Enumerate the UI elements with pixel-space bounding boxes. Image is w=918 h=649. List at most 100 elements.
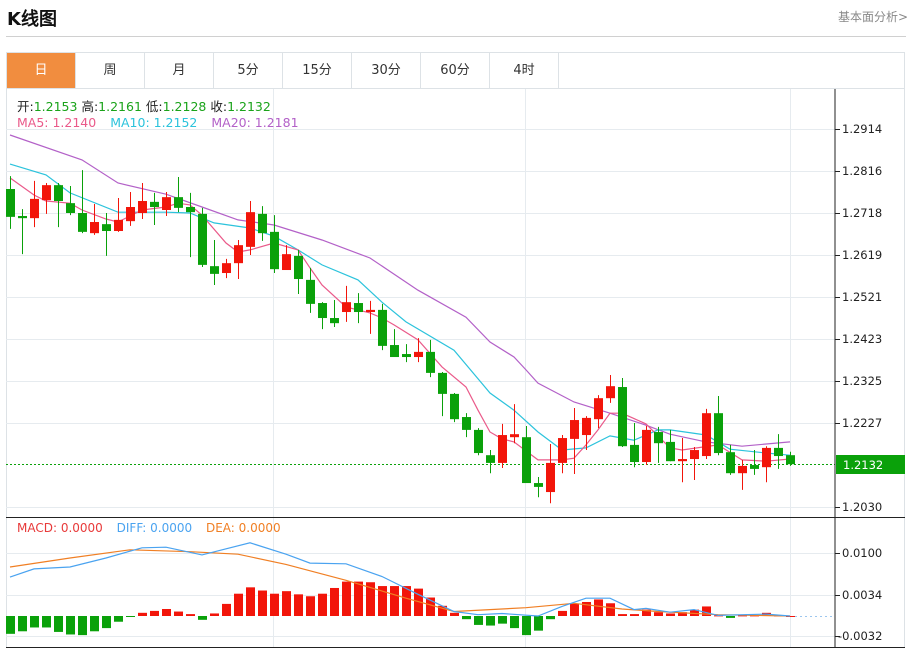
- macd-bar: [558, 610, 567, 616]
- tab-60min[interactable]: 60分: [421, 53, 490, 88]
- candle-down: [174, 197, 183, 208]
- candle-up: [702, 413, 711, 457]
- fundamental-analysis-link[interactable]: 基本面分析>: [837, 10, 908, 24]
- macd-bar: [666, 613, 675, 616]
- macd-bar: [270, 593, 279, 616]
- high-value: 1.2161: [98, 99, 142, 114]
- candle-down: [534, 483, 543, 487]
- macd-bar: [150, 610, 159, 616]
- candle-up: [414, 351, 423, 358]
- candle-up: [138, 201, 147, 214]
- macd-bar: [546, 616, 555, 620]
- candle-up: [606, 386, 615, 399]
- macd-bar: [618, 614, 627, 616]
- macd-bar: [642, 609, 651, 616]
- macd-bar: [594, 599, 603, 616]
- ma20-line: [9, 134, 791, 447]
- macd-bar: [354, 581, 363, 616]
- macd-bar: [654, 612, 663, 616]
- tab-30min[interactable]: 30分: [352, 53, 421, 88]
- macd-bar: [294, 594, 303, 616]
- tab-4hour[interactable]: 4时: [490, 53, 559, 88]
- macd-value: MACD: 0.0000: [17, 521, 103, 535]
- macd-legend: MACD: 0.0000 DIFF: 0.0000 DEA: 0.0000: [17, 521, 281, 535]
- candle-down: [630, 444, 639, 463]
- current-price-badge: [836, 455, 905, 474]
- candle-down: [786, 455, 795, 465]
- diff-value: DIFF: 0.0000: [116, 521, 193, 535]
- candle-down: [774, 447, 783, 457]
- grid-lines: [6, 89, 835, 647]
- candle-down: [66, 203, 75, 214]
- macd-bar: [678, 612, 687, 616]
- period-tabs: 日 周 月 5分 15分 30分 60分 4时: [7, 53, 559, 88]
- candle-down: [714, 413, 723, 454]
- candle-up: [582, 417, 591, 436]
- candle-down: [150, 201, 159, 208]
- macd-bar: [198, 616, 207, 620]
- close-value: 1.2132: [227, 99, 271, 114]
- candle-down: [450, 393, 459, 420]
- candles: [6, 170, 795, 504]
- candle-up: [30, 198, 39, 219]
- macd-bar: [126, 616, 135, 617]
- candle-up: [366, 309, 375, 313]
- candle-up: [738, 465, 747, 474]
- macd-bar: [18, 616, 27, 632]
- candle-down: [78, 213, 87, 232]
- open-label: 开:: [17, 99, 34, 114]
- candle-down: [210, 266, 219, 274]
- candle-down: [54, 185, 63, 202]
- price-tick: 1.2030: [842, 500, 882, 514]
- candle-down: [6, 189, 15, 217]
- macd-bar: [342, 581, 351, 616]
- macd-bar: [414, 588, 423, 616]
- macd-tick: -0.0032: [838, 629, 882, 643]
- candle-down: [426, 351, 435, 373]
- candle-down: [486, 455, 495, 463]
- price-tick: 1.2227: [842, 416, 882, 430]
- ohlc-legend: 开:1.2153 高:1.2161 低:1.2128 收:1.2132: [17, 96, 271, 115]
- tab-15min[interactable]: 15分: [283, 53, 352, 88]
- ma-legend: MA5: 1.2140 MA10: 1.2152 MA20: 1.2181: [17, 115, 299, 130]
- price-tick: 1.2325: [842, 374, 882, 388]
- macd-bar: [486, 616, 495, 626]
- open-value: 1.2153: [33, 99, 78, 114]
- ma10-line: [9, 163, 791, 456]
- ma10-value: MA10: 1.2152: [110, 115, 198, 130]
- macd-bar: [222, 603, 231, 616]
- dea-line: [9, 549, 791, 617]
- tab-week[interactable]: 周: [76, 53, 145, 88]
- candle-down: [618, 387, 627, 447]
- candle-down: [438, 372, 447, 394]
- macd-bar: [90, 616, 99, 632]
- candle-down: [474, 429, 483, 454]
- macd-bar: [426, 597, 435, 616]
- tab-5min[interactable]: 5分: [214, 53, 283, 88]
- tab-day[interactable]: 日: [7, 53, 76, 88]
- tab-month[interactable]: 月: [145, 53, 214, 88]
- candle-up: [678, 459, 687, 462]
- candle-down: [102, 224, 111, 232]
- close-label: 收:: [210, 99, 228, 114]
- candle-up: [762, 447, 771, 468]
- macd-bar: [366, 582, 375, 616]
- macd-bar: [630, 614, 639, 616]
- macd-bar: [102, 616, 111, 629]
- candle-down: [294, 255, 303, 280]
- low-value: 1.2128: [162, 99, 207, 114]
- ma20-value: MA20: 1.2181: [211, 115, 299, 130]
- price-tick: 1.2423: [842, 332, 882, 346]
- candle-up: [114, 219, 123, 232]
- high-label: 高:: [81, 99, 99, 114]
- macd-bar: [570, 603, 579, 616]
- macd-tick: 0.0100: [842, 546, 882, 560]
- candle-up: [570, 420, 579, 439]
- candle-down: [750, 465, 759, 469]
- macd-bar: [210, 613, 219, 616]
- candle-down: [666, 441, 675, 462]
- macd-bar: [498, 616, 507, 624]
- macd-bar: [186, 614, 195, 616]
- candle-down: [462, 417, 471, 430]
